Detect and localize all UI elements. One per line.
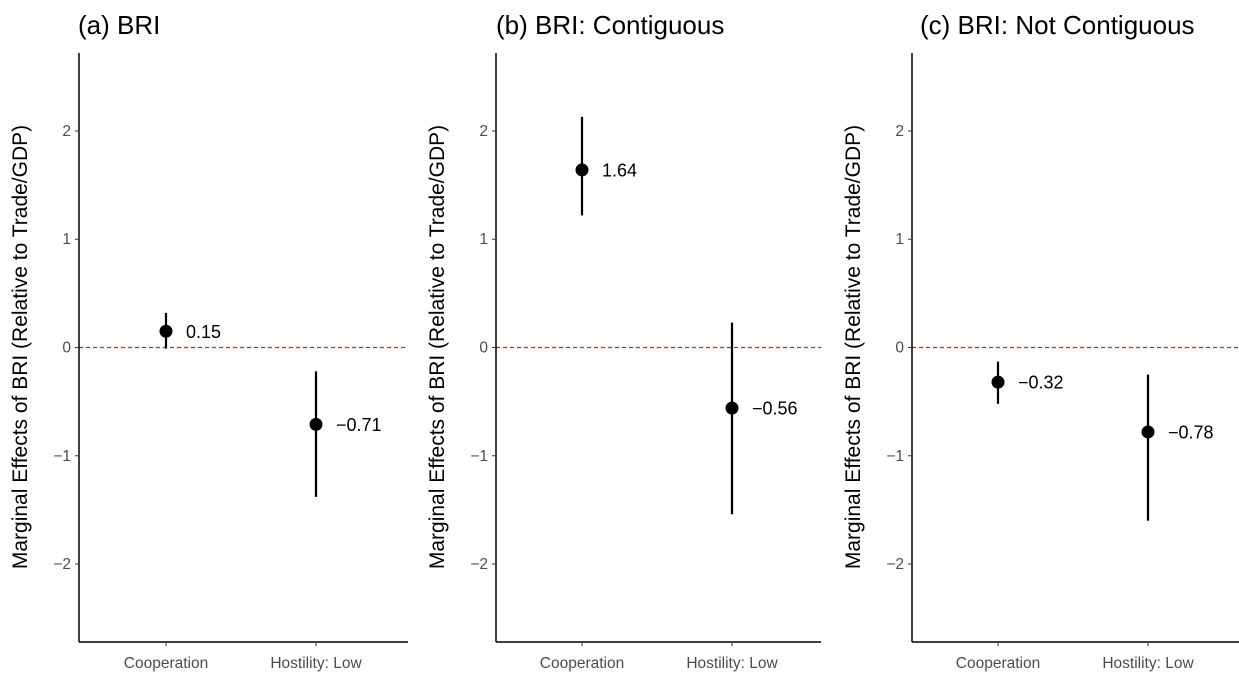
chart-svg-c: (c) BRI: Not Contiguous Marginal Effects… (842, 10, 1239, 672)
y-tick-label: 2 (62, 123, 71, 140)
chart-panel-b: (b) BRI: Contiguous Marginal Effects of … (413, 0, 826, 675)
chart-panel-a: (a) BRI Marginal Effects of BRI (Relativ… (0, 0, 413, 675)
x-tick-label: Cooperation (540, 655, 624, 672)
y-tick-label: −1 (470, 448, 488, 465)
y-tick-label: 1 (479, 231, 488, 248)
chart-svg-b: (b) BRI: Contiguous Marginal Effects of … (426, 10, 821, 672)
x-tick-label: Cooperation (956, 655, 1040, 672)
data-label: 1.64 (602, 160, 637, 180)
panel-title: (b) BRI: Contiguous (496, 10, 724, 40)
y-tick-label: −2 (886, 556, 904, 573)
y-tick-label: −2 (53, 556, 71, 573)
data-label: −0.56 (752, 399, 798, 419)
y-tick-label: −1 (53, 448, 71, 465)
x-tick-label: Cooperation (124, 655, 208, 672)
y-tick-label: 0 (895, 340, 904, 357)
panel-title: (c) BRI: Not Contiguous (920, 10, 1195, 40)
data-label: 0.15 (186, 322, 221, 342)
chart-svg-a: (a) BRI Marginal Effects of BRI (Relativ… (9, 10, 408, 672)
y-tick-label: −1 (886, 448, 904, 465)
y-tick-label: −2 (470, 556, 488, 573)
panel-title: (a) BRI (78, 10, 160, 40)
data-label: −0.78 (1168, 422, 1214, 442)
y-tick-label: 2 (895, 123, 904, 140)
y-tick-label: 0 (479, 340, 488, 357)
chart-panel-c: (c) BRI: Not Contiguous Marginal Effects… (826, 0, 1239, 675)
y-axis-label: Marginal Effects of BRI (Relative to Tra… (842, 125, 865, 569)
point-estimate (309, 417, 323, 431)
y-tick-label: 1 (62, 231, 71, 248)
y-tick-label: 2 (479, 123, 488, 140)
point-estimate (725, 401, 739, 415)
point-estimate (991, 375, 1005, 389)
point-estimate (575, 163, 589, 177)
data-label: −0.32 (1018, 373, 1064, 393)
x-tick-label: Hostility: Low (686, 655, 778, 672)
data-label: −0.71 (336, 415, 382, 435)
y-axis-label: Marginal Effects of BRI (Relative to Tra… (426, 125, 449, 569)
x-tick-label: Hostility: Low (1102, 655, 1194, 672)
x-tick-label: Hostility: Low (270, 655, 362, 672)
y-axis-label: Marginal Effects of BRI (Relative to Tra… (9, 125, 32, 569)
point-estimate (1141, 425, 1155, 439)
point-estimate (159, 324, 173, 338)
y-tick-label: 0 (62, 340, 71, 357)
y-tick-label: 1 (895, 231, 904, 248)
